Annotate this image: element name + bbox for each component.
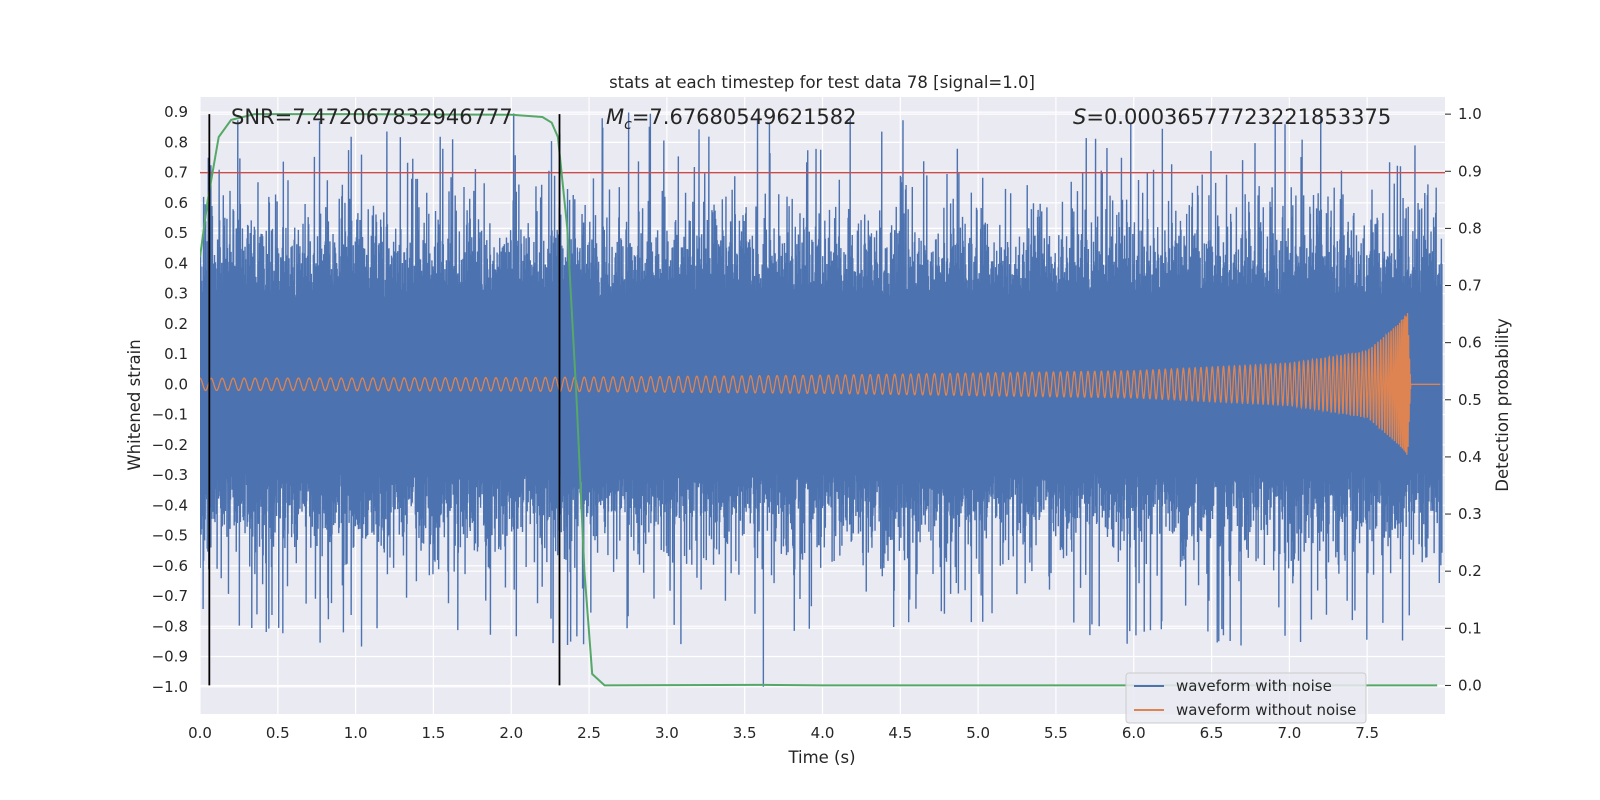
right-y-tick-label: 0.0 bbox=[1458, 676, 1482, 694]
right-y-tick-label: 0.2 bbox=[1458, 562, 1482, 580]
snr-annotation: SNR=7.472067832946777 bbox=[231, 105, 513, 129]
x-tick-label: 5.0 bbox=[966, 724, 990, 742]
right-y-tick-label: 0.5 bbox=[1458, 391, 1482, 409]
series-detection-probability bbox=[200, 113, 1438, 687]
left-y-tick-label: 0.3 bbox=[164, 285, 188, 303]
right-y-tick-label: 0.7 bbox=[1458, 277, 1482, 295]
left-y-tick-label: 0.0 bbox=[164, 375, 188, 393]
x-tick-label: 3.0 bbox=[655, 724, 679, 742]
s-value: =0.00036577723221853375 bbox=[1086, 105, 1391, 129]
legend-box bbox=[1125, 672, 1367, 724]
right-y-tick-label: 0.9 bbox=[1458, 162, 1482, 180]
chirp-mass-symbol: M bbox=[606, 105, 624, 129]
x-tick-label: 2.5 bbox=[577, 724, 601, 742]
legend-label-without-noise: waveform without noise bbox=[1176, 701, 1356, 719]
left-y-tick-label: −0.1 bbox=[152, 406, 188, 424]
chirp-mass-subscript: c bbox=[624, 117, 632, 133]
left-y-tick-label: −0.6 bbox=[152, 557, 188, 575]
x-tick-label: 0.5 bbox=[266, 724, 290, 742]
left-y-tick-label: −0.7 bbox=[152, 587, 188, 605]
left-y-tick-label: −0.8 bbox=[152, 617, 188, 635]
left-y-tick-label: 0.8 bbox=[164, 133, 188, 151]
s-symbol: S bbox=[1073, 105, 1086, 129]
right-y-tick-label: 0.3 bbox=[1458, 505, 1482, 523]
s-annotation: S=0.00036577723221853375 bbox=[1073, 105, 1391, 129]
x-axis-ticks: 0.0 0.5 1.0 1.5 2.0 2.5 3.0 3.5 4.0 4.5 5.0 5.5 6.0 6… bbox=[188, 724, 1379, 742]
right-y-tick-label: 0.8 bbox=[1458, 219, 1482, 237]
right-y-axis-label: Detection probability bbox=[1493, 318, 1512, 492]
legend-label-with-noise: waveform with noise bbox=[1176, 677, 1332, 695]
left-y-tick-label: 0.6 bbox=[164, 194, 188, 212]
x-tick-label: 6.0 bbox=[1122, 724, 1146, 742]
x-tick-label: 2.0 bbox=[499, 724, 523, 742]
series-waveform-with-noise bbox=[200, 112, 1443, 687]
legend: waveform with noise waveform without noi… bbox=[1125, 672, 1367, 724]
x-tick-label: 5.5 bbox=[1044, 724, 1068, 742]
series-waveform-without-noise bbox=[200, 312, 1441, 455]
left-y-axis-ticks: 0.9 0.8 0.7 0.6 0.5 0.4 0.3 0.2 0.1 0.0 −0.1 −0.2 −0… bbox=[152, 103, 188, 696]
left-y-tick-label: −0.9 bbox=[152, 648, 188, 666]
x-tick-label: 7.0 bbox=[1277, 724, 1301, 742]
left-y-tick-label: −0.3 bbox=[152, 466, 188, 484]
left-y-axis-label: Whitened strain bbox=[125, 339, 144, 470]
left-y-tick-label: −0.5 bbox=[152, 527, 188, 545]
left-y-tick-label: 0.9 bbox=[164, 103, 188, 121]
right-y-tick-label: 1.0 bbox=[1458, 105, 1482, 123]
chirp-mass-annotation: Mc=7.67680549621582 bbox=[606, 105, 857, 133]
x-axis-label: Time (s) bbox=[787, 748, 855, 767]
chart-title: stats at each timestep for test data 78 … bbox=[609, 73, 1035, 92]
right-y-tick-label: 0.4 bbox=[1458, 448, 1482, 466]
right-y-tick-label: 0.6 bbox=[1458, 334, 1482, 352]
x-tick-label: 6.5 bbox=[1200, 724, 1224, 742]
x-tick-label: 3.5 bbox=[733, 724, 757, 742]
x-tick-label: 1.0 bbox=[344, 724, 368, 742]
x-tick-label: 0.0 bbox=[188, 724, 212, 742]
x-tick-label: 1.5 bbox=[422, 724, 446, 742]
x-tick-label: 4.5 bbox=[888, 724, 912, 742]
left-y-tick-label: 0.2 bbox=[164, 315, 188, 333]
left-y-tick-label: 0.1 bbox=[164, 345, 188, 363]
left-y-tick-label: −0.2 bbox=[152, 436, 188, 454]
left-y-tick-label: 0.7 bbox=[164, 164, 188, 182]
left-y-tick-label: −1.0 bbox=[152, 678, 188, 696]
detection-window-lines bbox=[208, 114, 561, 686]
left-y-tick-label: 0.5 bbox=[164, 224, 188, 242]
chirp-mass-value: =7.67680549621582 bbox=[632, 105, 857, 129]
right-y-axis-ticks: 1.0 0.9 0.8 0.7 0.6 0.5 0.4 0.3 0.2 0.1 0.0 bbox=[1445, 105, 1482, 694]
x-tick-label: 4.0 bbox=[811, 724, 835, 742]
left-y-tick-label: 0.4 bbox=[164, 254, 188, 272]
x-tick-label: 7.5 bbox=[1355, 724, 1379, 742]
left-y-tick-label: −0.4 bbox=[152, 496, 188, 514]
right-y-tick-label: 0.1 bbox=[1458, 619, 1482, 637]
